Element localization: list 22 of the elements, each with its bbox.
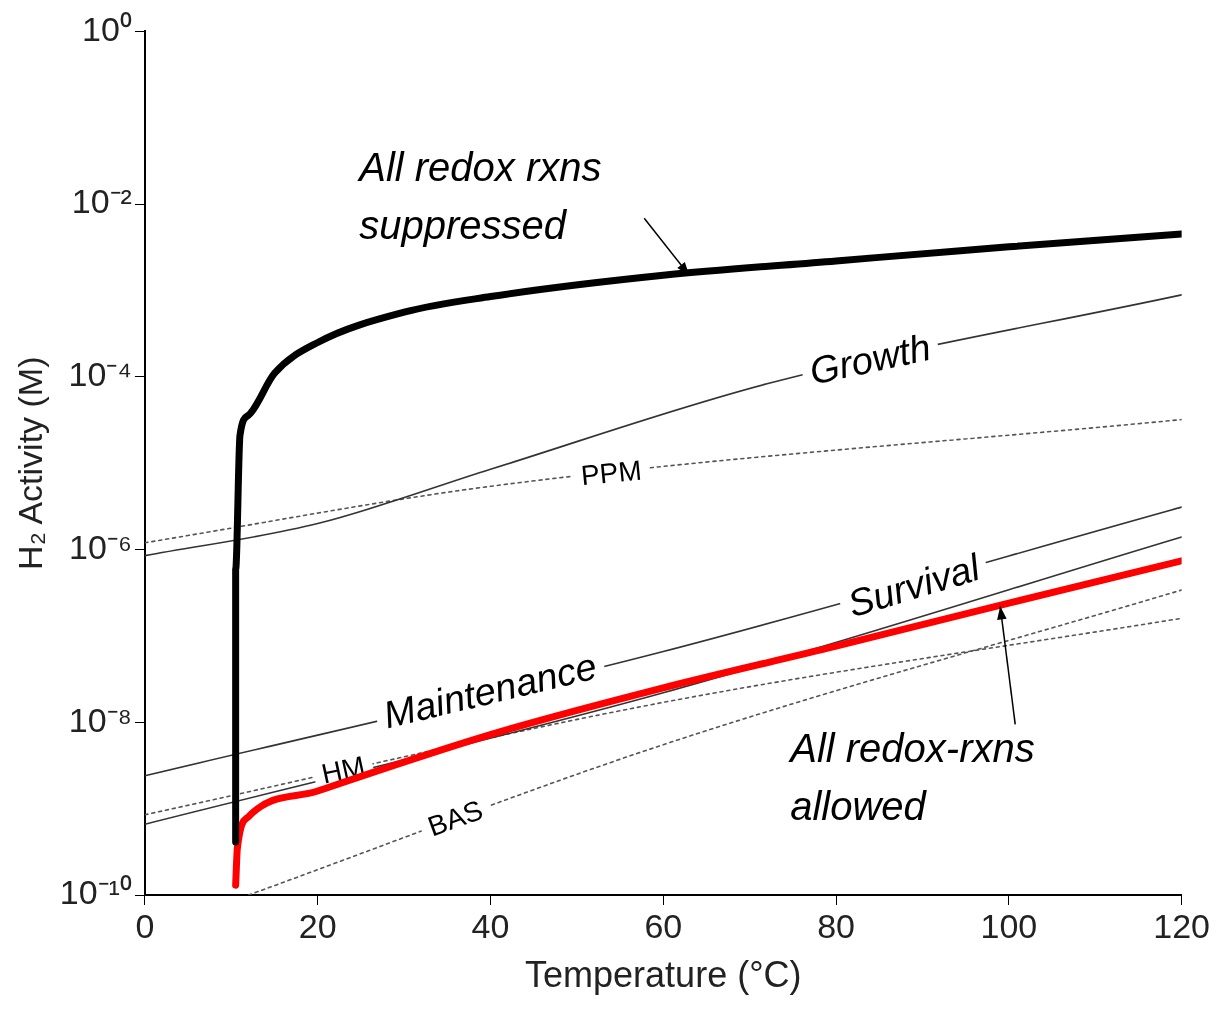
y-tick-label: 10⁻⁴ (68, 355, 132, 394)
annotation: All redox-rxns allowed (788, 726, 1035, 829)
y-tick-label: 10⁻⁶ (69, 527, 132, 566)
text: PPM (579, 454, 643, 492)
y-tick-label: 10⁻² (71, 182, 132, 221)
x-tick-label: 80 (817, 906, 855, 945)
y-tick-label: 10⁻⁸ (68, 700, 132, 739)
x-tick-label: 20 (298, 906, 337, 945)
y-tick-label: 10⁰ (82, 9, 132, 48)
text: Survival (842, 545, 986, 626)
y-tick-label: 10⁻¹⁰ (59, 873, 132, 912)
x-tick-label: 40 (471, 906, 510, 945)
x-tick-label: 60 (644, 906, 683, 945)
y-axis-title: H₂ Activity (M) (10, 356, 49, 570)
text: Growth (805, 325, 935, 393)
x-tick-label: 100 (980, 906, 1038, 945)
text: HM (318, 750, 368, 790)
annotation: All redox rxns suppressed (357, 145, 602, 248)
x-tick-label: 120 (1153, 906, 1210, 945)
x-axis-title: Temperature (°C) (525, 954, 802, 996)
x-tick-label: 0 (135, 906, 155, 945)
text: BAS (423, 794, 487, 843)
